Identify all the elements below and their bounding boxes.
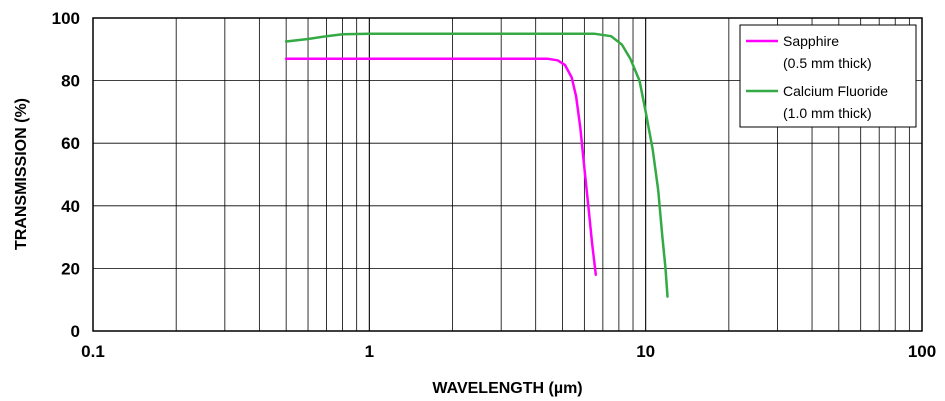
- series-line-calcium-fluoride: [284, 32, 669, 298]
- series-line-sapphire: [284, 57, 598, 276]
- y-tick-label: 40: [61, 197, 80, 216]
- x-tick-label: 100: [908, 342, 936, 361]
- y-tick-label: 100: [52, 9, 80, 28]
- x-tick-label: 1: [365, 342, 374, 361]
- plot-frame: [92, 17, 923, 332]
- y-tick-label: 80: [61, 72, 80, 91]
- y-tick-label: 60: [61, 134, 80, 153]
- legend: Sapphire (0.5 mm thick) Calcium Fluoride…: [739, 24, 917, 128]
- y-tick-label: 20: [61, 259, 80, 278]
- y-axis-title: TRANSMISSION (%): [13, 98, 30, 250]
- legend-label-calcium-fluoride: Calcium Fluoride: [783, 83, 888, 99]
- x-tick-label: 0.1: [81, 342, 105, 361]
- y-tick-labels: 0 20 40 60 80 100: [52, 9, 80, 341]
- series-lines: [284, 32, 669, 298]
- x-axis-title: WAVELENGTH (µm): [432, 380, 582, 397]
- x-tick-labels: 0.1 1 10 100: [81, 342, 936, 361]
- grid-lines: [93, 18, 922, 331]
- legend-label-sapphire: Sapphire: [783, 33, 839, 49]
- legend-sublabel-calcium-fluoride: (1.0 mm thick): [783, 105, 872, 121]
- x-tick-label: 10: [636, 342, 655, 361]
- legend-sublabel-sapphire: (0.5 mm thick): [783, 55, 872, 71]
- y-tick-label: 0: [71, 322, 80, 341]
